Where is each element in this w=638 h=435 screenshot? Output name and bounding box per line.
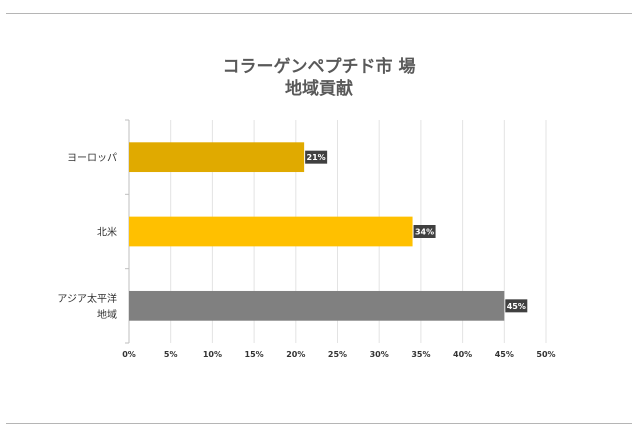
- x-tick-label: 40%: [453, 350, 472, 359]
- bar: [129, 142, 305, 173]
- x-tick-label: 25%: [328, 350, 347, 359]
- data-label: 21%: [307, 153, 326, 162]
- category-label: 北米: [97, 226, 117, 239]
- category-label: アジア太平洋: [57, 292, 117, 305]
- data-label-box: [413, 225, 436, 238]
- chart-title-line-1: コラーゲンペプチド市 場: [222, 57, 416, 77]
- x-tick-label: 0%: [122, 350, 136, 359]
- x-tick-label: 35%: [411, 350, 430, 359]
- x-tick-label: 10%: [203, 350, 222, 359]
- category-label: ヨーロッパ: [67, 152, 117, 164]
- bar: [129, 290, 505, 321]
- x-tick-label: 20%: [286, 350, 305, 359]
- x-tick-label: 30%: [370, 350, 389, 359]
- bar: [129, 216, 413, 247]
- chart-title-line-2: 地域貢献: [285, 79, 353, 99]
- x-tick-label: 15%: [245, 350, 264, 359]
- data-label-box: [305, 150, 328, 164]
- bottom-divider: [6, 423, 632, 424]
- x-tick-label: 45%: [495, 350, 514, 359]
- top-divider: [6, 13, 632, 14]
- data-label: 34%: [415, 228, 434, 237]
- category-label: 地域: [97, 308, 117, 321]
- x-tick-label: 5%: [164, 350, 178, 359]
- data-label: 45%: [507, 302, 526, 311]
- x-tick-label: 50%: [536, 350, 555, 359]
- data-label-box: [505, 299, 528, 313]
